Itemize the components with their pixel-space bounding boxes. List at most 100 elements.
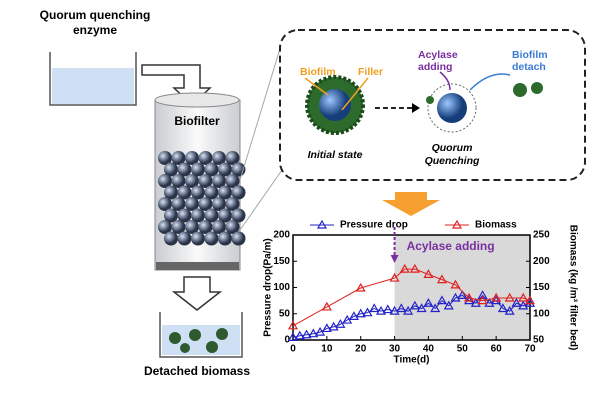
marker (416, 303, 427, 313)
x-tick-label: 30 (389, 344, 401, 355)
marker (389, 272, 400, 282)
marker (308, 328, 319, 338)
bead (185, 151, 199, 165)
label: Filler (358, 66, 383, 78)
bead (198, 151, 213, 165)
marker (382, 304, 393, 314)
x-tick-label: 40 (423, 344, 435, 355)
bead (218, 162, 232, 177)
marker (504, 292, 515, 302)
legend-marker (316, 219, 328, 229)
x-tick-label: 50 (457, 344, 469, 355)
bead (218, 208, 232, 223)
marker (518, 292, 529, 302)
marker (443, 300, 454, 310)
marker (335, 319, 346, 328)
bead (204, 231, 219, 246)
marker (457, 290, 468, 299)
bead (225, 174, 240, 188)
marker (464, 292, 475, 302)
x-tick-label: 10 (321, 344, 333, 355)
bead (212, 220, 226, 234)
connector (239, 169, 283, 231)
marker (450, 292, 461, 302)
marker (287, 332, 299, 341)
marker (491, 292, 502, 302)
label: enzyme (73, 23, 117, 37)
series-line (292, 268, 531, 327)
marker (504, 305, 515, 315)
bead (158, 174, 172, 188)
bead (204, 185, 219, 200)
marker (477, 295, 488, 305)
marker (511, 298, 522, 307)
marker (524, 298, 536, 307)
marker (484, 298, 495, 307)
marker (389, 305, 400, 315)
bead (177, 162, 192, 177)
marker (328, 321, 339, 331)
label: Biofilm (300, 66, 336, 78)
label: Quorum (432, 142, 473, 154)
bead (164, 231, 178, 246)
chart: 0 10 20 30 40 50 60 70 0 50 100 150 200 50 100 150 200 25… (263, 220, 579, 366)
label: Biofilter (174, 114, 220, 128)
y2-tick-label: 100 (533, 308, 550, 319)
marker (423, 269, 434, 278)
marker (321, 301, 332, 311)
y2-tick-label: 200 (533, 256, 550, 267)
marker (396, 303, 407, 313)
marker (369, 303, 380, 313)
marker (423, 298, 434, 307)
marker (518, 300, 529, 310)
x-tick-label: 60 (491, 344, 503, 355)
bead (185, 197, 199, 211)
biofilter (154, 92, 246, 271)
marker (399, 263, 410, 273)
marker (294, 330, 305, 340)
label: Acylase (418, 49, 458, 61)
marker (464, 295, 475, 305)
y-tick-label: 200 (273, 230, 290, 241)
bead (171, 151, 186, 165)
bead (177, 231, 192, 246)
marker (409, 300, 420, 310)
bead (198, 220, 213, 234)
x-axis-label: Time(d) (394, 355, 430, 366)
marker (348, 311, 359, 320)
marker (470, 298, 481, 307)
y-tick-label: 50 (279, 308, 291, 319)
label: Initial state (308, 149, 363, 161)
bead (231, 208, 246, 223)
bead (198, 197, 213, 211)
bead (164, 208, 178, 223)
arrow (171, 276, 223, 311)
bead (171, 197, 186, 211)
bead (158, 151, 172, 165)
legend-label: Pressure drop (340, 220, 408, 231)
label: Quenching (425, 155, 480, 167)
legend-marker (451, 219, 463, 229)
marker (436, 295, 448, 305)
marker (430, 303, 441, 313)
bead (218, 231, 232, 246)
marker (362, 307, 373, 317)
bead (191, 185, 205, 200)
y-axis-label: Pressure drop(Pa/m) (263, 238, 274, 336)
y-tick-label: 150 (273, 256, 290, 267)
marker (450, 279, 461, 289)
beaker (49, 52, 137, 106)
bead-quenched (426, 83, 477, 133)
marker (497, 303, 508, 313)
bead (177, 185, 192, 200)
bead (225, 197, 240, 211)
bead (158, 197, 172, 211)
bead (204, 162, 219, 177)
annotation-arrowhead (390, 255, 399, 263)
marker (321, 323, 332, 333)
marker (436, 274, 448, 284)
x-tick-label: 20 (355, 344, 367, 355)
y-tick-label: 0 (284, 335, 290, 346)
bead (185, 220, 199, 234)
y2-tick-label: 50 (533, 335, 545, 346)
